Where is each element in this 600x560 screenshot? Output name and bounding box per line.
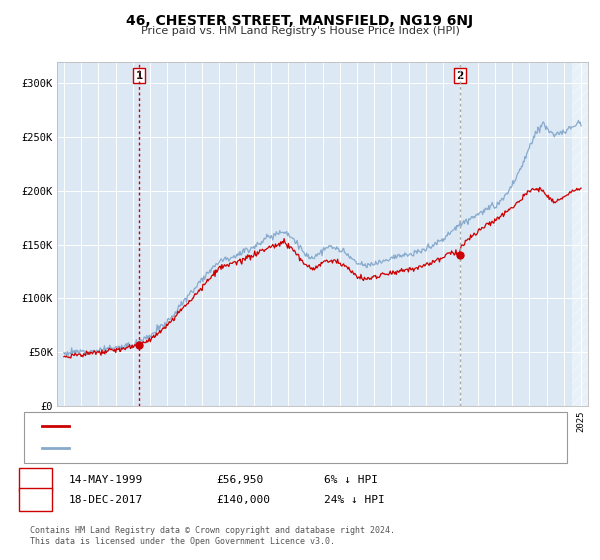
Text: 1: 1 (136, 71, 143, 81)
Text: 46, CHESTER STREET, MANSFIELD, NG19 6NJ (detached house): 46, CHESTER STREET, MANSFIELD, NG19 6NJ … (75, 421, 425, 431)
Text: Price paid vs. HM Land Registry's House Price Index (HPI): Price paid vs. HM Land Registry's House … (140, 26, 460, 36)
Text: 24% ↓ HPI: 24% ↓ HPI (324, 494, 385, 505)
Text: Contains HM Land Registry data © Crown copyright and database right 2024.
This d: Contains HM Land Registry data © Crown c… (30, 526, 395, 546)
Text: 18-DEC-2017: 18-DEC-2017 (69, 494, 143, 505)
Text: 1: 1 (32, 475, 39, 485)
Text: 2: 2 (456, 71, 463, 81)
Text: 14-MAY-1999: 14-MAY-1999 (69, 475, 143, 485)
Text: £56,950: £56,950 (216, 475, 263, 485)
Text: £140,000: £140,000 (216, 494, 270, 505)
Text: 46, CHESTER STREET, MANSFIELD, NG19 6NJ: 46, CHESTER STREET, MANSFIELD, NG19 6NJ (127, 14, 473, 28)
Text: 6% ↓ HPI: 6% ↓ HPI (324, 475, 378, 485)
Text: 2: 2 (32, 494, 39, 505)
Bar (572, 62, 590, 406)
Text: HPI: Average price, detached house, Mansfield: HPI: Average price, detached house, Mans… (75, 444, 356, 454)
